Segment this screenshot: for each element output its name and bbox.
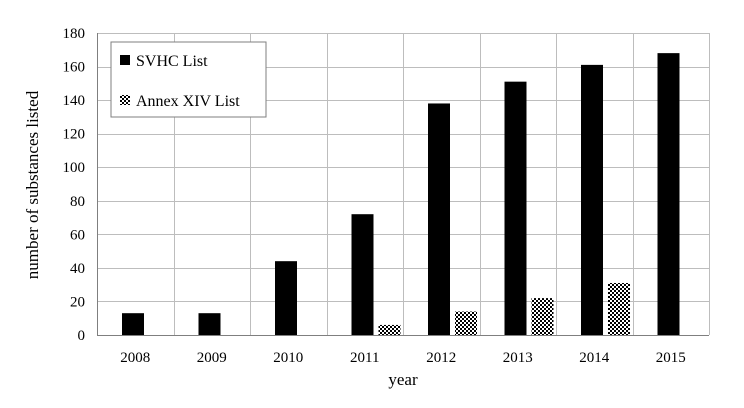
y-tick-label-160: 160	[63, 60, 86, 76]
bar-annex-2011	[378, 324, 401, 335]
y-tick-label-140: 140	[63, 93, 86, 109]
x-tick-label-2008: 2008	[120, 350, 150, 366]
bar-annex-2012	[455, 311, 477, 335]
y-tick-label-80: 80	[70, 194, 85, 210]
legend-label-annex: Annex XIV List	[136, 93, 240, 110]
x-tick-label-2013: 2013	[503, 350, 533, 366]
legend-label-svhc: SVHC List	[136, 53, 208, 70]
y-tick-label-180: 180	[63, 26, 86, 42]
y-tick-label-60: 60	[70, 227, 85, 243]
bar-annex-2014	[608, 282, 630, 335]
bar-svhc-2014	[581, 64, 603, 335]
x-tick-label-2014: 2014	[579, 350, 610, 366]
y-axis-title: number of substances listed	[23, 90, 42, 279]
bar-svhc-2008	[122, 313, 144, 335]
bar-annex-2013	[531, 298, 554, 335]
y-tick-label-120: 120	[63, 127, 86, 143]
y-tick-label-0: 0	[78, 328, 86, 344]
x-axis-title: year	[388, 370, 418, 389]
bar-svhc-2010	[275, 261, 297, 335]
y-tick-label-40: 40	[70, 261, 85, 277]
bar-svhc-2013	[504, 81, 527, 336]
bar-svhc-2015	[657, 53, 680, 336]
y-tick-label-100: 100	[63, 160, 86, 176]
y-tick-label-20: 20	[70, 294, 85, 310]
legend-swatch-annex	[120, 95, 130, 105]
x-tick-label-2010: 2010	[273, 350, 303, 366]
bars	[122, 53, 680, 336]
bar-svhc-2011	[351, 214, 374, 335]
x-tick-label-2015: 2015	[656, 350, 686, 366]
x-tick-label-2011: 2011	[350, 350, 379, 366]
x-tick-labels: 2008 2009 2010 2011 2012 2013 2014 2015	[120, 350, 686, 366]
axes	[97, 33, 709, 336]
bar-svhc-2009	[198, 313, 221, 335]
bar-svhc-2012	[428, 103, 450, 335]
legend-box	[110, 41, 267, 118]
legend-swatch-svhc	[120, 55, 130, 65]
legend: SVHC List Annex XIV List	[110, 41, 267, 118]
x-tick-label-2012: 2012	[426, 350, 456, 366]
x-tick-label-2009: 2009	[197, 350, 227, 366]
y-tick-labels: 0 20 40 60 80 100 120 140 160 180	[63, 26, 86, 344]
